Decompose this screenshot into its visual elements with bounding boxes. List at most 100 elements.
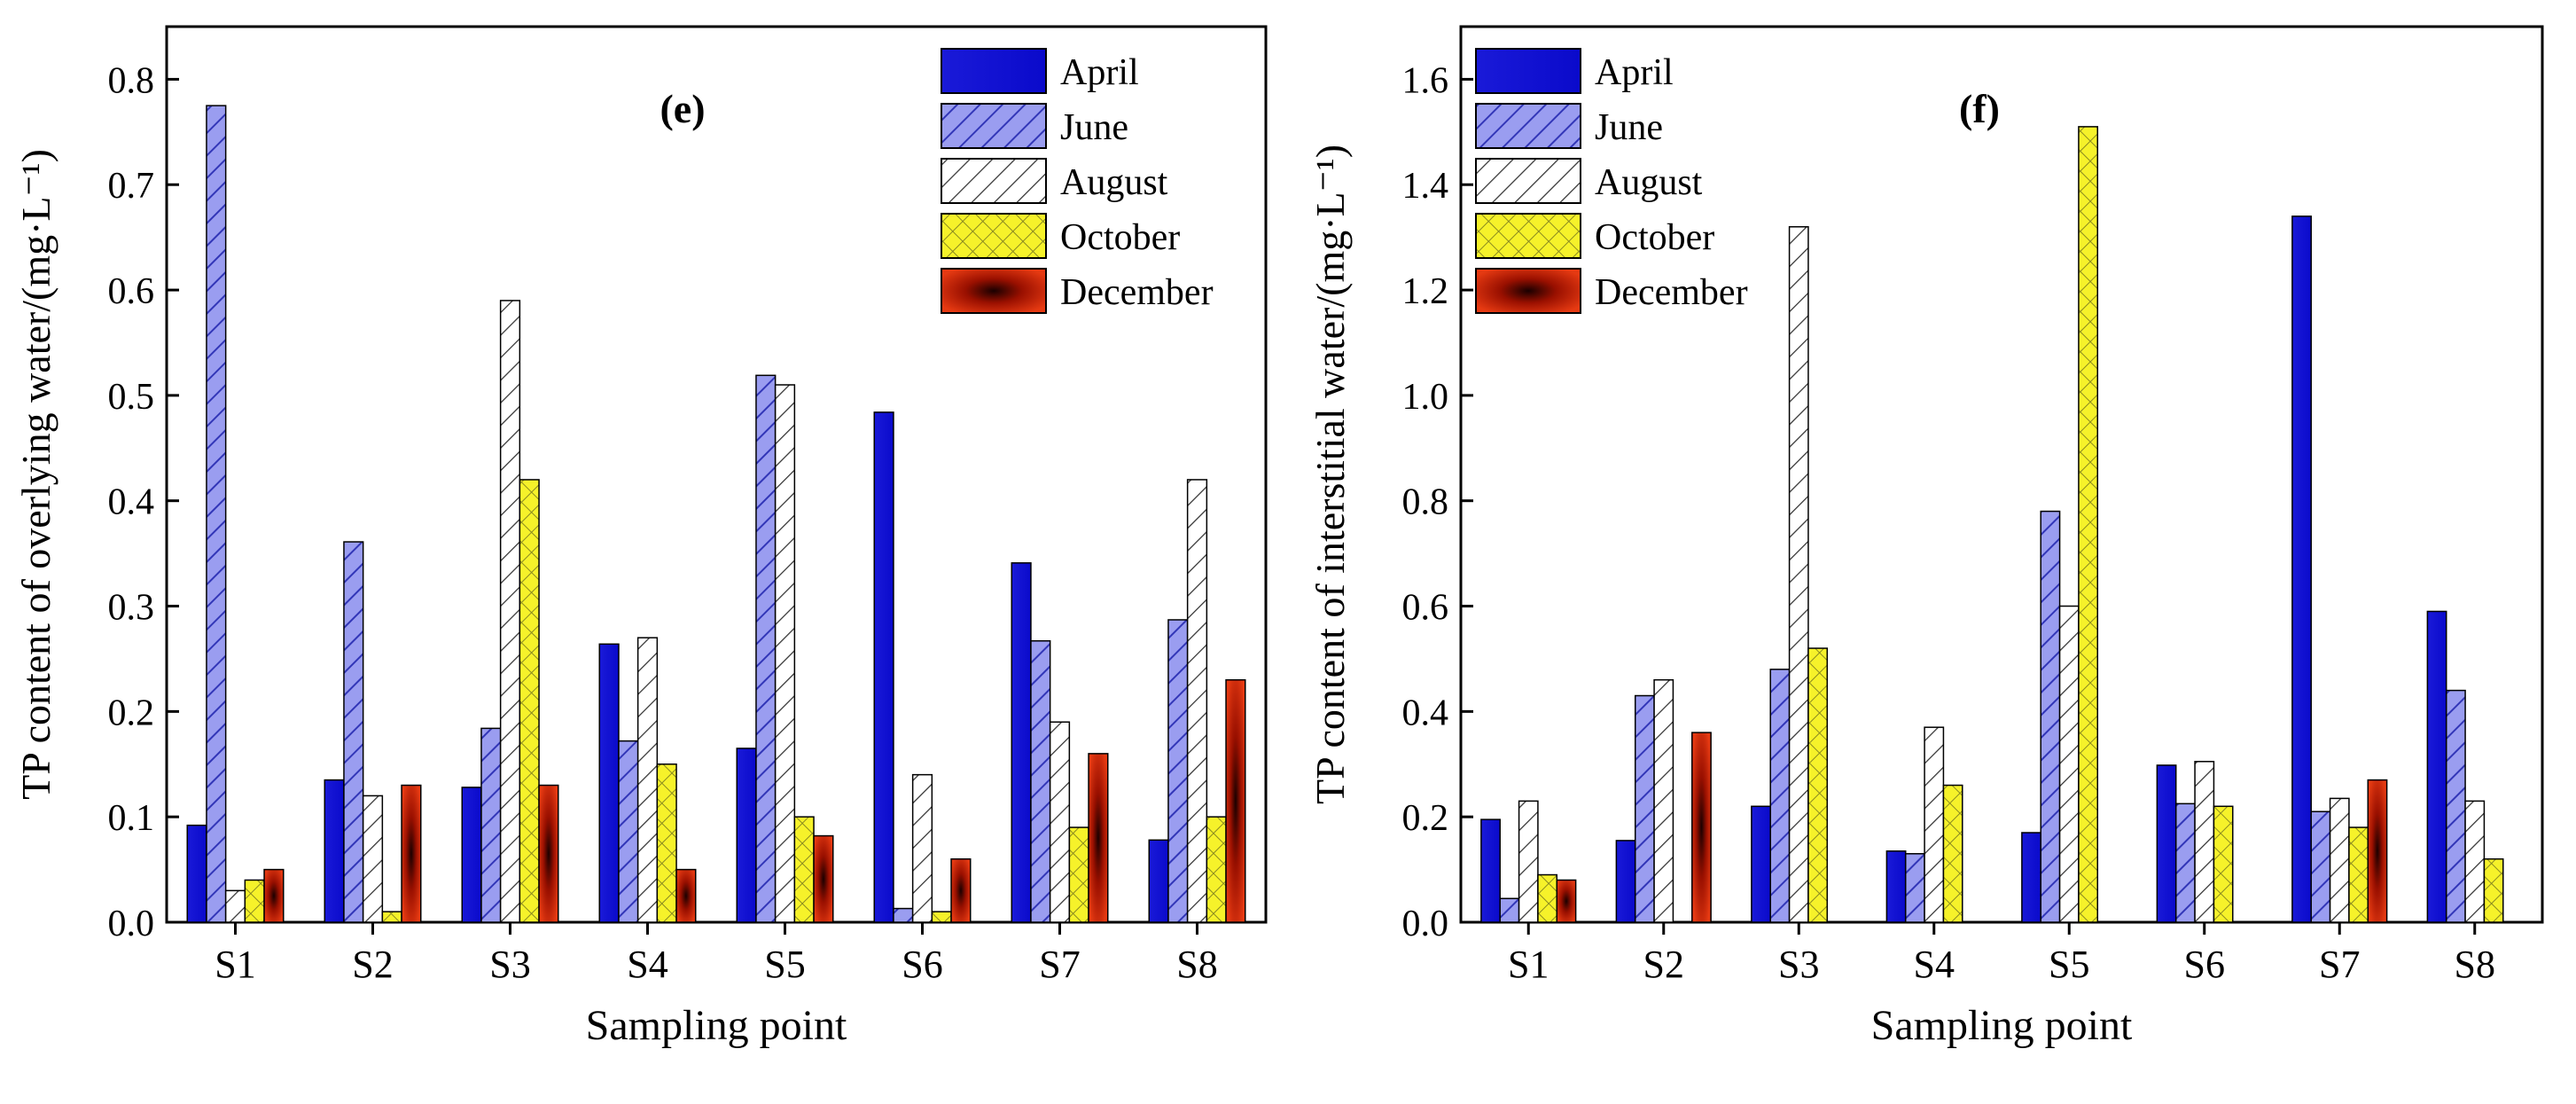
x-axis-label: Sampling point	[1871, 1002, 2133, 1049]
y-axis-label: TP content of overlying water/(mg·L⁻¹)	[13, 149, 59, 800]
chart-panel-e: 0.0 0.1 0.2 0.3 0.4 0.5 0.6 0.7 0.8 S1 S2 S3 S4 S5 S6 S…	[0, 0, 1288, 1100]
bar-october-s8	[1206, 816, 1227, 923]
bar-october-s6	[931, 911, 952, 923]
bar-june-s5	[2040, 510, 2061, 923]
bar-october-s8	[2483, 857, 2504, 923]
x-tick-label: S6	[902, 943, 942, 986]
bar-october-s7	[2348, 826, 2369, 923]
bar-august-s7	[2329, 797, 2350, 923]
y-tick-label: 0.6	[108, 271, 155, 312]
y-axis-label: TP content of interstitial water/(mg·L⁻¹…	[1308, 145, 1353, 804]
x-tick-label: S1	[1508, 943, 1549, 986]
y-tick-label: 0.6	[1402, 588, 1449, 629]
bar-august-s2	[1653, 678, 1674, 923]
bar-april-s1	[186, 824, 207, 923]
y-tick-label: 0.0	[108, 904, 155, 944]
bar-october-s3	[1807, 647, 1829, 923]
x-tick-label: S3	[489, 943, 530, 986]
bar-april-s8	[2426, 610, 2447, 923]
bar-december-s2	[401, 784, 422, 923]
legend-label-august: August	[1595, 162, 1703, 203]
bar-august-s6	[911, 773, 933, 923]
bar-december-s7	[2367, 779, 2388, 923]
legend-swatch-april	[1475, 48, 1581, 94]
bar-august-s3	[1788, 226, 1809, 923]
bar-august-s8	[1186, 479, 1208, 923]
legend-swatch-october	[941, 213, 1047, 259]
bar-august-s6	[2194, 761, 2215, 923]
bar-june-s5	[755, 374, 777, 923]
x-tick-label: S6	[2184, 943, 2225, 986]
bar-april-s2	[324, 779, 345, 923]
legend-label-december: December	[1060, 272, 1214, 313]
bar-august-s5	[2058, 605, 2080, 923]
bar-april-s6	[873, 411, 894, 923]
bar-december-s3	[538, 784, 559, 923]
bar-april-s7	[1011, 562, 1032, 923]
legend-label-june: June	[1060, 107, 1128, 148]
bar-june-s6	[893, 907, 914, 923]
bar-june-s4	[618, 740, 639, 923]
bar-june-s7	[2310, 810, 2331, 923]
legend-label-august: August	[1060, 162, 1168, 203]
bar-october-s3	[519, 479, 540, 923]
legend-swatch-june	[1475, 103, 1581, 149]
y-tick-label: 1.0	[1402, 377, 1449, 418]
bar-april-s8	[1148, 839, 1169, 923]
x-tick-label: S8	[1176, 943, 1217, 986]
bar-october-s1	[1537, 873, 1558, 923]
bar-april-s3	[1751, 805, 1771, 923]
y-tick-label: 0.5	[108, 377, 155, 418]
bar-october-s1	[244, 879, 265, 923]
legend-swatch-december	[941, 268, 1047, 314]
y-tick-label: 0.0	[1402, 904, 1449, 944]
bar-october-s4	[656, 763, 677, 923]
x-tick-label: S7	[2319, 943, 2360, 986]
bar-april-s5	[2021, 832, 2041, 923]
x-tick-label: S8	[2455, 943, 2495, 986]
y-tick-label: 0.1	[108, 798, 155, 839]
x-tick-label: S2	[352, 943, 393, 986]
x-tick-label: S2	[1643, 943, 1684, 986]
legend-label-april: April	[1060, 52, 1139, 93]
bar-april-s3	[461, 787, 482, 923]
bar-august-s7	[1049, 721, 1071, 923]
bar-august-s5	[774, 384, 796, 923]
bar-june-s8	[2445, 689, 2466, 923]
bar-june-s1	[1499, 897, 1520, 923]
legend-swatch-june	[941, 103, 1047, 149]
legend-swatch-december	[1475, 268, 1581, 314]
bar-june-s2	[1634, 694, 1655, 923]
bar-december-s6	[950, 857, 972, 923]
bar-december-s1	[263, 868, 285, 923]
y-tick-label: 0.3	[108, 588, 155, 629]
chart-panel-f: 0.0 0.2 0.4 0.6 0.8 1.0 1.2 1.4 1.6 S1 S2 S3 S4 S5 S6 S…	[1288, 0, 2576, 1100]
bar-june-s2	[343, 541, 364, 923]
bar-april-s4	[598, 643, 620, 923]
bar-december-s2	[1691, 732, 1712, 923]
bar-august-s4	[636, 637, 659, 923]
x-tick-label: S7	[1039, 943, 1080, 986]
bar-june-s6	[2174, 803, 2196, 923]
y-tick-label: 0.8	[108, 60, 155, 101]
bar-october-s5	[2078, 126, 2099, 923]
legend-swatch-october	[1475, 213, 1581, 259]
bar-april-s7	[2291, 215, 2312, 923]
chart-svg: 0.0 0.1 0.2 0.3 0.4 0.5 0.6 0.7 0.8 S1 S2 S3 S4 S5 S6 S…	[13, 25, 1268, 1049]
x-tick-label: S4	[627, 943, 667, 986]
chart-svg: 0.0 0.2 0.4 0.6 0.8 1.0 1.2 1.4 1.6 S1 S2 S3 S4 S5 S6 S…	[1308, 25, 2544, 1049]
bar-october-s2	[381, 911, 402, 923]
y-tick-label: 1.4	[1402, 166, 1449, 207]
bar-june-s4	[1904, 853, 1925, 923]
legend-swatch-august	[1475, 158, 1581, 204]
bar-june-s3	[1769, 669, 1791, 923]
bar-august-s8	[2464, 800, 2486, 923]
y-tick-label: 0.4	[1402, 693, 1449, 733]
plot-frame	[1459, 25, 2544, 924]
plot-frame	[165, 25, 1268, 924]
bar-october-s7	[1068, 826, 1089, 923]
y-tick-label: 1.6	[1402, 60, 1449, 101]
bar-december-s4	[675, 868, 697, 923]
bar-october-s4	[1942, 784, 1963, 923]
x-tick-label: S5	[2049, 943, 2089, 986]
